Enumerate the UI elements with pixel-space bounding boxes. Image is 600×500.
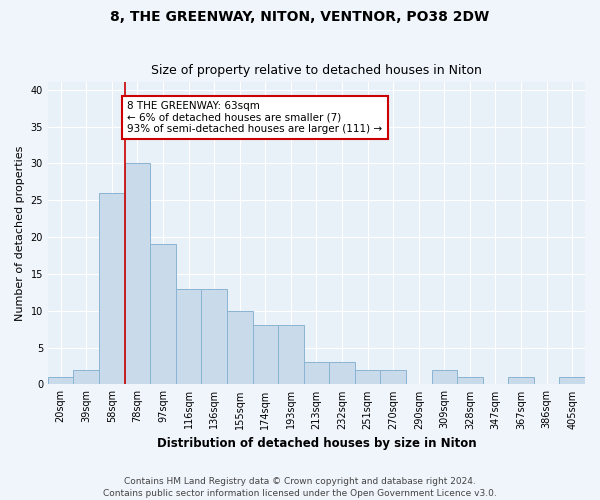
Text: 8 THE GREENWAY: 63sqm
← 6% of detached houses are smaller (7)
93% of semi-detach: 8 THE GREENWAY: 63sqm ← 6% of detached h…: [127, 101, 382, 134]
Bar: [278, 326, 304, 384]
Bar: [508, 377, 534, 384]
Bar: [125, 164, 150, 384]
Bar: [48, 377, 73, 384]
Bar: [202, 288, 227, 384]
Bar: [304, 362, 329, 384]
Title: Size of property relative to detached houses in Niton: Size of property relative to detached ho…: [151, 64, 482, 77]
Text: Contains HM Land Registry data © Crown copyright and database right 2024.
Contai: Contains HM Land Registry data © Crown c…: [103, 476, 497, 498]
Bar: [227, 310, 253, 384]
Bar: [355, 370, 380, 384]
Text: 8, THE GREENWAY, NITON, VENTNOR, PO38 2DW: 8, THE GREENWAY, NITON, VENTNOR, PO38 2D…: [110, 10, 490, 24]
Bar: [329, 362, 355, 384]
Bar: [99, 193, 125, 384]
Bar: [73, 370, 99, 384]
Bar: [253, 326, 278, 384]
Bar: [380, 370, 406, 384]
Bar: [457, 377, 482, 384]
X-axis label: Distribution of detached houses by size in Niton: Distribution of detached houses by size …: [157, 437, 476, 450]
Bar: [559, 377, 585, 384]
Bar: [431, 370, 457, 384]
Bar: [176, 288, 202, 384]
Y-axis label: Number of detached properties: Number of detached properties: [15, 146, 25, 321]
Bar: [150, 244, 176, 384]
